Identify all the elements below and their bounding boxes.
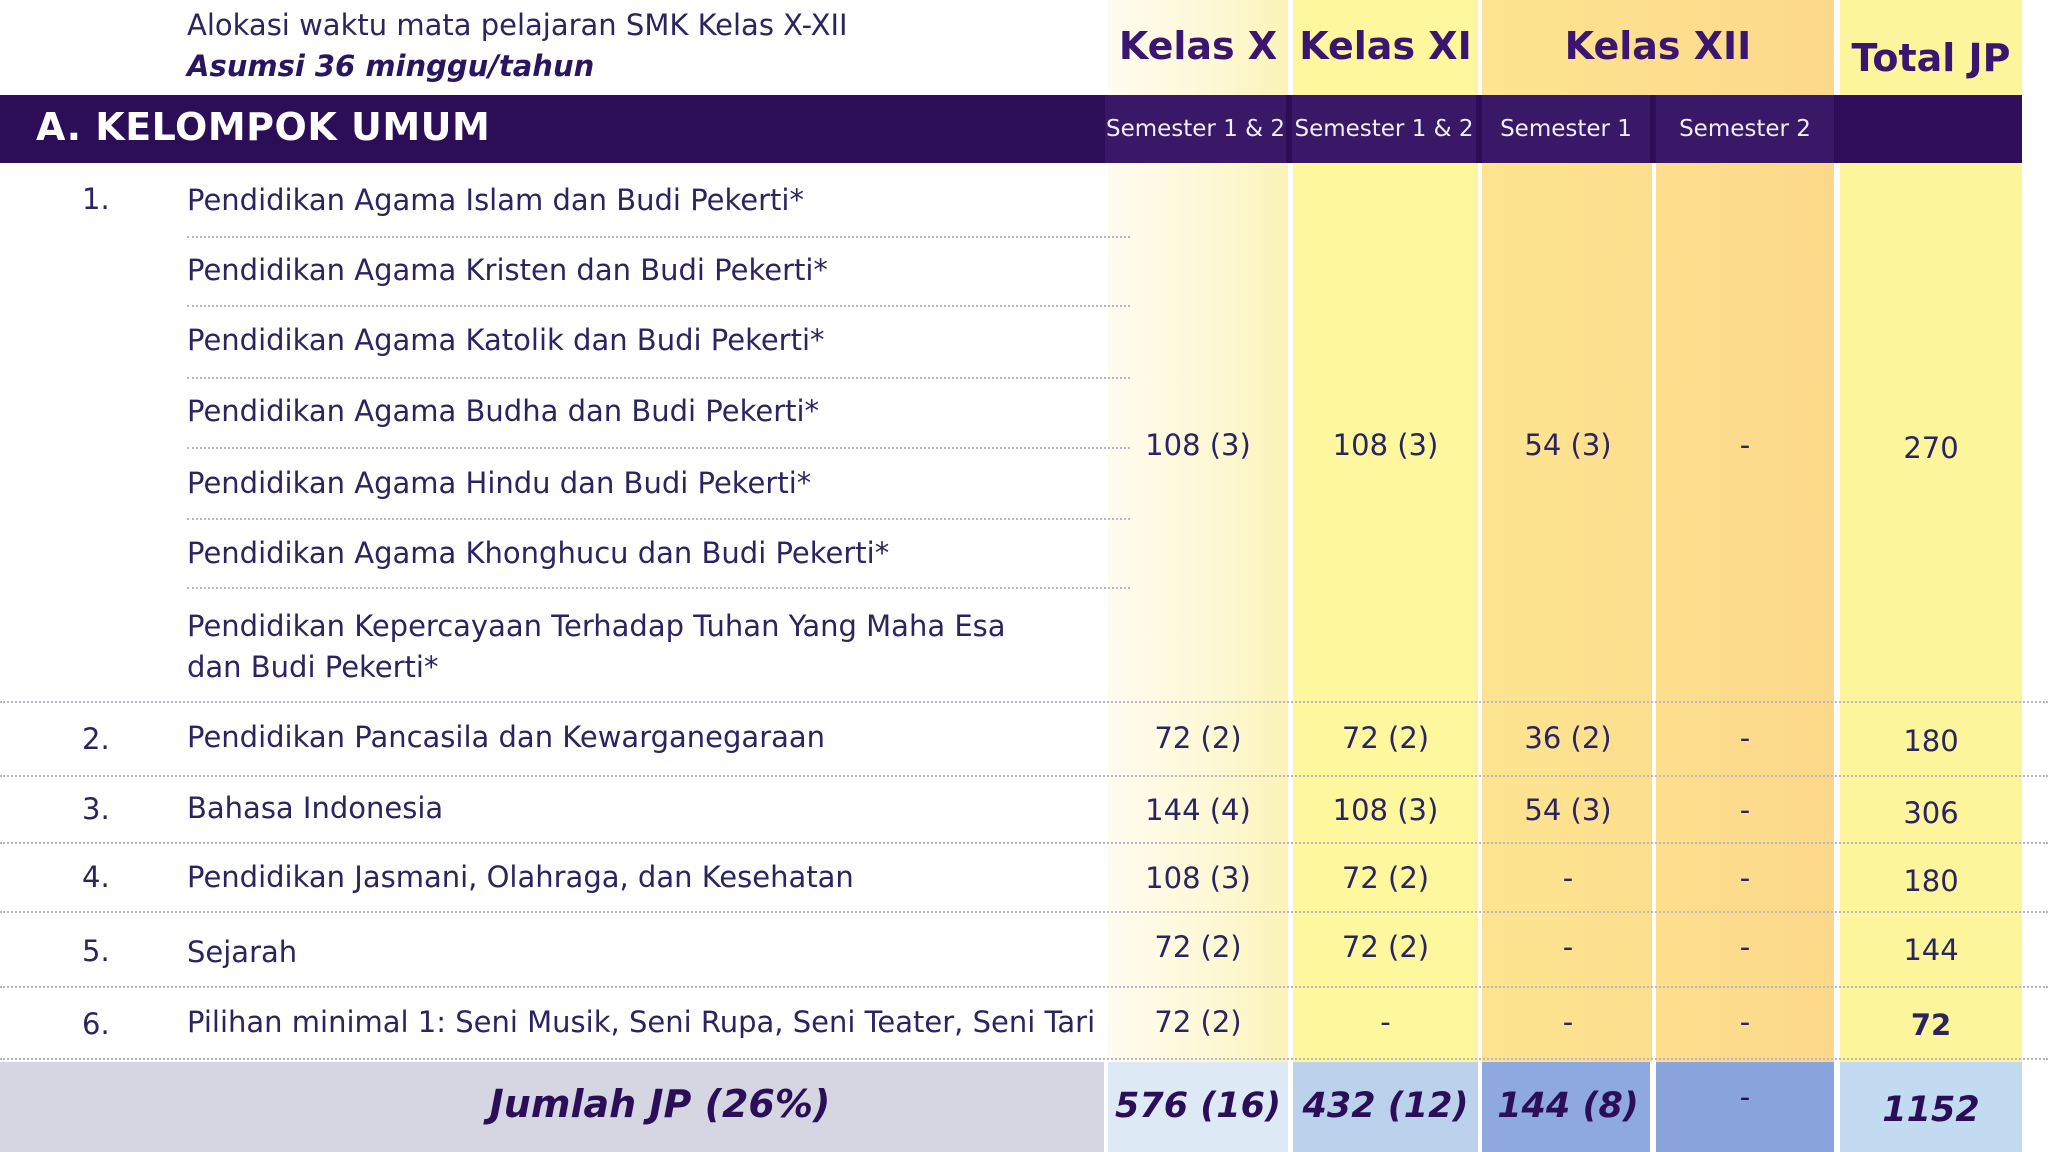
- row-divider: [0, 842, 2048, 844]
- subject-name: Pendidikan Agama Kristen dan Budi Pekert…: [187, 253, 828, 287]
- jumlah-kelas-x: 576 (16): [1115, 1086, 1281, 1126]
- subject-name: Pilihan minimal 1: Seni Musik, Seni Rupa…: [187, 1005, 1096, 1039]
- kelas-xii-s1-value: 54 (3): [1524, 793, 1612, 827]
- total-value: 180: [1903, 864, 1959, 898]
- kelas-xii-s1-value: 36 (2): [1524, 721, 1612, 755]
- row-divider: [0, 986, 2048, 988]
- jumlah-total: 1152: [1882, 1090, 1980, 1130]
- kelas-x-value: 72 (2): [1154, 721, 1242, 755]
- row-divider: [0, 1058, 2048, 1060]
- kelas-xii-s2-value: -: [1739, 930, 1751, 964]
- kelas-xii-s2-value: -: [1739, 428, 1751, 462]
- divider: [187, 587, 1130, 589]
- row-divider: [0, 701, 2048, 703]
- kelas-xii-header: Kelas XII: [1564, 24, 1752, 68]
- jumlah-kelas-xi: 432 (12): [1302, 1086, 1469, 1126]
- page-subtitle: Asumsi 36 minggu/tahun: [187, 49, 595, 83]
- total-value: 72: [1910, 1008, 1952, 1042]
- subject-name: Pendidikan Pancasila dan Kewarganegaraan: [187, 720, 826, 754]
- total-jp-header: Total JP: [1851, 36, 2011, 80]
- total-value: 180: [1903, 724, 1959, 758]
- jumlah-jp-label: Jumlah JP (26%): [489, 1082, 831, 1126]
- footer-x-bg: [1108, 1062, 1288, 1152]
- subject-name-continued: dan Budi Pekerti*: [187, 650, 439, 684]
- subject-name: Bahasa Indonesia: [187, 791, 444, 825]
- semester-label-xii-1: Semester 1: [1482, 95, 1650, 163]
- subject-name: Pendidikan Kepercayaan Terhadap Tuhan Ya…: [187, 609, 1006, 643]
- kelas-xii-s1-value: -: [1562, 930, 1574, 964]
- total-value: 270: [1903, 431, 1959, 465]
- row-number: 2.: [82, 722, 110, 756]
- kelas-x-value: 72 (2): [1154, 930, 1242, 964]
- jumlah-kelas-xii-s2: -: [1739, 1080, 1751, 1114]
- kelas-xi-value: 72 (2): [1341, 861, 1430, 895]
- row-number: 3.: [82, 792, 110, 826]
- divider: [187, 377, 1130, 379]
- kelas-xi-value: 72 (2): [1341, 930, 1430, 964]
- kelas-xi-value: 108 (3): [1332, 428, 1439, 462]
- semester-label-xi: Semester 1 & 2: [1292, 95, 1476, 163]
- kelas-x-header: Kelas X: [1118, 24, 1278, 68]
- kelas-xii-column-bg: [1482, 0, 1834, 1062]
- footer-xii-s2-bg: [1656, 1062, 1834, 1152]
- kelas-xii-s1-value: -: [1562, 861, 1574, 895]
- row-divider: [0, 911, 2048, 913]
- kelas-xii-s2-value: -: [1739, 861, 1751, 895]
- semester-label-xii-2: Semester 2: [1656, 95, 1834, 163]
- kelas-x-value: 108 (3): [1145, 428, 1251, 462]
- kelas-xi-value: 108 (3): [1332, 793, 1439, 827]
- row-number: 1.: [82, 182, 110, 216]
- semester-divider: [1652, 95, 1656, 1062]
- row-number: 5.: [82, 934, 110, 968]
- row-number: 4.: [82, 860, 110, 894]
- kelas-x-value: 144 (4): [1145, 793, 1251, 827]
- kelas-xi-header: Kelas XI: [1299, 24, 1472, 68]
- row-number: 6.: [82, 1007, 110, 1041]
- divider: [187, 518, 1130, 520]
- footer-xii-s1-bg: [1482, 1062, 1650, 1152]
- kelas-xi-column-bg: [1293, 0, 1478, 1062]
- subject-name: Pendidikan Agama Hindu dan Budi Pekerti*: [187, 466, 812, 500]
- total-column-bg: [1840, 0, 2022, 1062]
- jumlah-kelas-xii-s1: 144 (8): [1497, 1086, 1639, 1126]
- footer-xi-bg: [1293, 1062, 1478, 1152]
- kelas-xii-s1-value: 54 (3): [1524, 428, 1612, 462]
- kelas-xii-s2-value: -: [1739, 793, 1751, 827]
- band-total-cell: [1838, 95, 2022, 163]
- page-title: Alokasi waktu mata pelajaran SMK Kelas X…: [187, 8, 848, 42]
- divider: [187, 447, 1130, 449]
- semester-label-x: Semester 1 & 2: [1105, 95, 1286, 163]
- kelas-xi-value: -: [1380, 1005, 1391, 1039]
- kelas-xii-s2-value: -: [1739, 721, 1751, 755]
- kelas-xii-s1-value: -: [1562, 1005, 1574, 1039]
- kelas-xi-value: 72 (2): [1341, 721, 1430, 755]
- divider: [187, 236, 1130, 238]
- footer-total-bg: [1840, 1062, 2022, 1152]
- row-divider: [0, 775, 2048, 777]
- divider: [187, 305, 1130, 307]
- subject-name: Pendidikan Agama Islam dan Budi Pekerti*: [187, 183, 804, 217]
- total-value: 144: [1903, 933, 1959, 967]
- subject-name: Pendidikan Agama Khonghucu dan Budi Peke…: [187, 536, 890, 570]
- subject-name: Pendidikan Agama Katolik dan Budi Pekert…: [187, 323, 825, 357]
- subject-name: Sejarah: [187, 935, 298, 969]
- kelas-x-value: 72 (2): [1154, 1005, 1242, 1039]
- subject-name: Pendidikan Agama Budha dan Budi Pekerti*: [187, 394, 820, 428]
- kelas-x-value: 108 (3): [1145, 861, 1251, 895]
- subject-name: Pendidikan Jasmani, Olahraga, dan Keseha…: [187, 860, 854, 894]
- section-title: A. KELOMPOK UMUM: [36, 105, 491, 149]
- footer-label-bg: [0, 1062, 1104, 1152]
- total-value: 306: [1903, 796, 1959, 830]
- kelas-x-column-bg: [1108, 0, 1288, 1062]
- kelas-xii-s2-value: -: [1739, 1005, 1751, 1039]
